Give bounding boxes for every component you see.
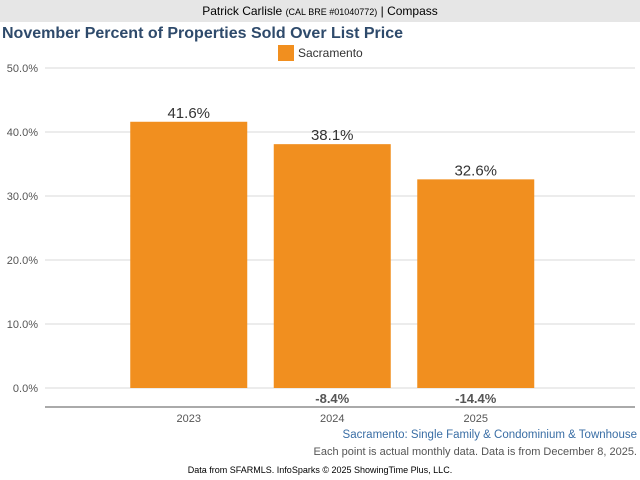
y-tick-label: 10.0% <box>7 319 38 331</box>
bar-value-label: 32.6% <box>454 162 497 179</box>
x-tick-label: 2024 <box>320 413 344 425</box>
change-label: -8.4% <box>315 391 349 406</box>
x-tick-label: 2025 <box>464 413 488 425</box>
bar-value-label: 38.1% <box>311 127 354 144</box>
bar <box>130 121 248 388</box>
y-tick-label: 40.0% <box>7 127 38 139</box>
bar-chart: 0.0% 10.0% 20.0% 30.0% 40.0% 50.0% 41.6% 2023 38… <box>7 63 635 425</box>
y-tick-label: 0.0% <box>13 383 38 395</box>
y-tick-label: 50.0% <box>7 63 38 75</box>
y-tick-label: 30.0% <box>7 191 38 203</box>
header-separator: | <box>377 4 388 18</box>
data-credit: Data from SFARMLS. InfoSparks © 2025 Sho… <box>187 465 453 475</box>
footnote-property-types: Sacramento: Single Family & Condominium … <box>342 429 637 441</box>
legend-swatch <box>278 45 294 61</box>
bar <box>417 179 535 388</box>
footnote-data-date: Each point is actual monthly data. Data … <box>313 446 637 458</box>
license-number: (CAL BRE #01040772) <box>285 7 378 17</box>
bar-value-label: 41.6% <box>167 105 210 122</box>
brokerage-name: Compass <box>387 4 438 18</box>
chart-legend: Sacramento <box>278 45 363 61</box>
bar <box>273 144 391 388</box>
x-tick-label: 2023 <box>177 413 201 425</box>
agent-name: Patrick Carlisle <box>202 4 283 18</box>
chart-title: November Percent of Properties Sold Over… <box>2 25 404 42</box>
header-bar: Patrick Carlisle (CAL BRE #01040772) | C… <box>0 0 640 22</box>
legend-label: Sacramento <box>298 46 363 60</box>
y-tick-label: 20.0% <box>7 255 38 267</box>
change-label: -14.4% <box>455 391 497 406</box>
